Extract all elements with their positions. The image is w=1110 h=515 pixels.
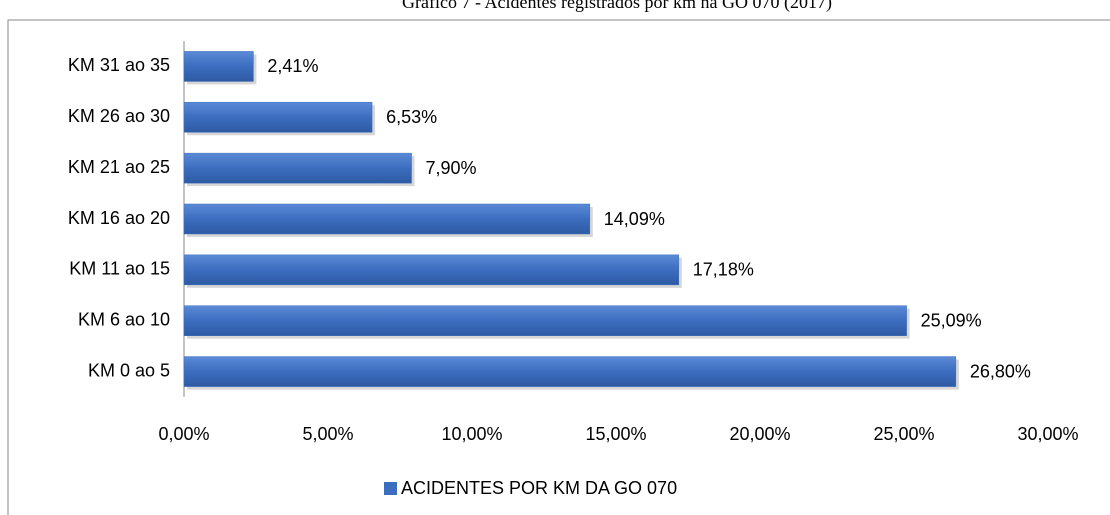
chart-title: Gráfico 7 - Acidentes registrados por km… — [402, 0, 832, 13]
data-label: 14,09% — [604, 209, 665, 229]
bar — [183, 254, 680, 286]
data-label: 6,53% — [386, 107, 437, 127]
x-tick-label: 30,00% — [1017, 424, 1078, 444]
data-label: 2,41% — [267, 56, 318, 76]
bar — [183, 152, 412, 184]
y-tick-label: KM 16 ao 20 — [68, 208, 170, 228]
y-tick-label: KM 31 ao 35 — [68, 55, 170, 75]
bar — [183, 102, 373, 133]
legend-swatch — [384, 482, 397, 495]
bar — [183, 356, 957, 387]
bar — [183, 51, 254, 82]
x-tick-label: 25,00% — [873, 424, 934, 444]
data-label: 17,18% — [693, 260, 754, 280]
y-tick-label: KM 11 ao 15 — [69, 259, 170, 279]
chart-border — [7, 19, 1110, 515]
bar — [183, 203, 591, 235]
x-tick-label: 5,00% — [302, 424, 353, 444]
data-label: 7,90% — [426, 158, 477, 178]
x-tick-label: 10,00% — [441, 424, 502, 444]
x-tick-label: 0,00% — [158, 424, 209, 444]
legend-label: ACIDENTES POR KM DA GO 070 — [401, 478, 677, 498]
x-tick-label: 15,00% — [585, 424, 646, 444]
y-tick-label: KM 6 ao 10 — [78, 309, 170, 329]
y-tick-label: KM 21 ao 25 — [68, 157, 170, 177]
y-tick-label: KM 26 ao 30 — [68, 106, 170, 126]
x-tick-label: 20,00% — [729, 424, 790, 444]
data-label: 26,80% — [970, 361, 1031, 381]
data-label: 25,09% — [921, 310, 982, 330]
y-tick-label: KM 0 ao 5 — [88, 360, 170, 380]
bar — [183, 305, 907, 336]
